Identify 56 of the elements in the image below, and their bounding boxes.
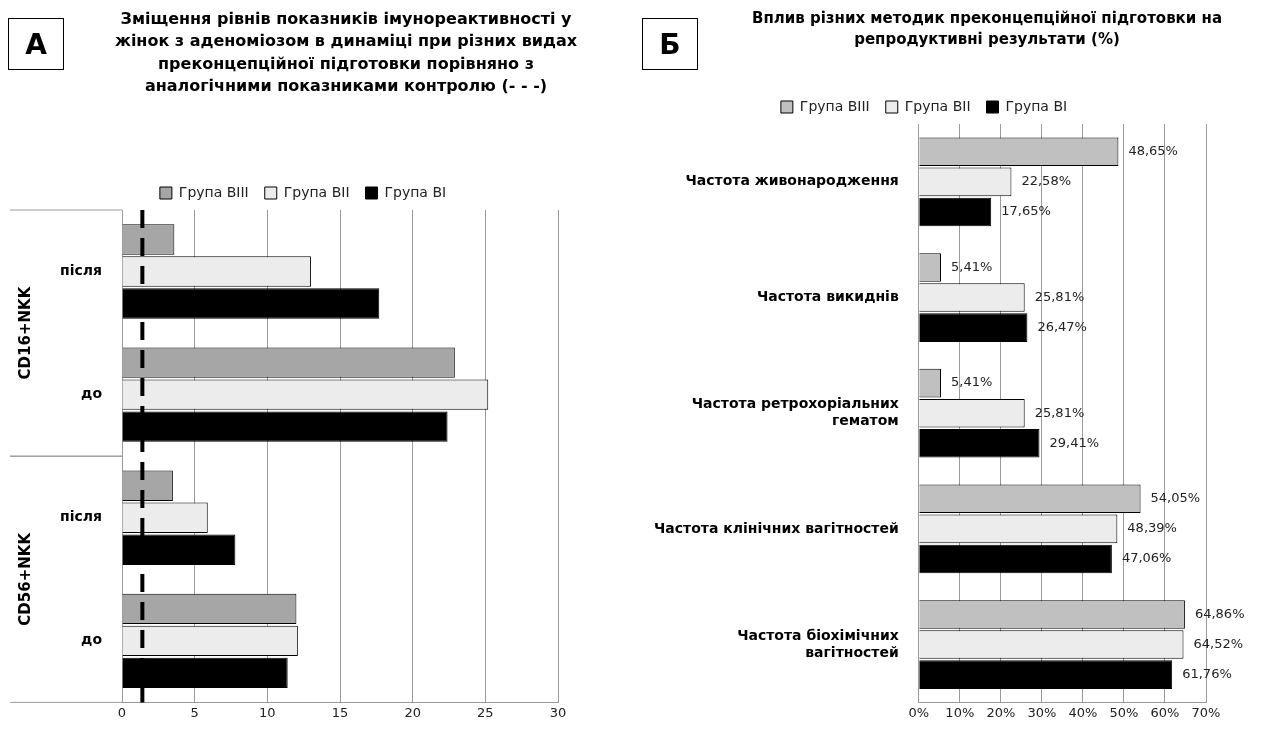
x-tick-label: 10% [945, 704, 975, 720]
data-label: 25,81% [1034, 404, 1085, 420]
chart-title: Вплив різних методик преконцепційної підготовки на репродуктивні результати (%) [750, 8, 1224, 50]
y-tick-label: Частота викиднів [756, 288, 899, 305]
x-tick-label: 5 [190, 704, 199, 720]
x-tick-label: 25 [477, 704, 494, 720]
x-tick-label: 30 [549, 704, 567, 720]
x-tick-label: 0 [117, 704, 127, 720]
data-label: 54,05% [1150, 490, 1201, 506]
legend-label: Група ВII [283, 183, 350, 200]
data-label: 64,52% [1193, 635, 1244, 651]
y-tick-label: Частота живонародження [685, 172, 899, 189]
y-tick-label: Частота ретрохоріальних гематом [691, 395, 899, 429]
data-label: 64,86% [1194, 605, 1245, 621]
x-tick-label: 30% [1027, 704, 1057, 720]
legend-label: Група ВII [904, 97, 971, 114]
legend-label: Група ВIII [178, 183, 249, 200]
x-tick-label: 40% [1068, 704, 1098, 720]
y-tick-label: Частота біохімічних вагітностей [737, 626, 899, 660]
data-label: 5,41% [950, 374, 993, 390]
data-label: 61,76% [1182, 666, 1232, 682]
bar [919, 197, 992, 227]
x-tick-label: 15 [331, 704, 349, 720]
data-label: 47,06% [1121, 550, 1172, 566]
chart-title: Зміщення рівнів показників імунореактивності у жінок з аденоміозом в динаміці при різних видах преконцепційної підготовки порівняно з аналогічними показниками контролю (- - -) [113, 8, 579, 98]
bar [919, 428, 1040, 458]
text: Б [642, 18, 698, 70]
y-tick-label: до [81, 631, 103, 648]
bar [919, 313, 1028, 342]
y-tick-label: до [81, 385, 103, 402]
x-tick-label: 60% [1150, 704, 1180, 720]
text: CD56+NKK [15, 531, 34, 626]
y-tick-label: після [60, 262, 103, 279]
data-label: 5,41% [950, 258, 993, 274]
data-label: 26,47% [1037, 318, 1087, 334]
x-tick-label: 70% [1191, 704, 1221, 720]
legend-label: Група ВIII [799, 97, 870, 114]
text: А [8, 18, 64, 70]
y-tick-label: після [60, 508, 103, 525]
bar [919, 544, 1112, 574]
text: CD16+NKK [15, 285, 34, 380]
bar [919, 660, 1173, 689]
y-tick-label: Частота клінічних вагітностей [654, 519, 899, 536]
legend-label: Група ВI [384, 183, 447, 200]
data-label: 48,65% [1128, 143, 1178, 159]
data-label: 29,41% [1049, 434, 1100, 450]
x-tick-label: 0% [908, 704, 930, 720]
data-label: 48,39% [1127, 520, 1177, 536]
data-label: 22,58% [1021, 173, 1072, 189]
x-tick-label: 20 [404, 704, 421, 720]
x-tick-label: 20% [986, 704, 1016, 720]
x-tick-label: 50% [1109, 704, 1139, 720]
x-tick-label: 10 [259, 704, 276, 720]
data-label: 25,81% [1034, 288, 1085, 304]
data-label: 17,65% [1001, 203, 1051, 219]
legend-label: Група ВI [1005, 97, 1068, 114]
